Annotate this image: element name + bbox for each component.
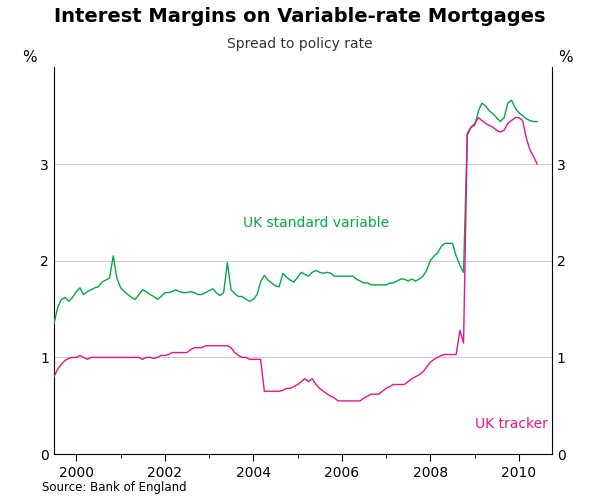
Text: %: % bbox=[558, 50, 572, 65]
Text: UK tracker: UK tracker bbox=[475, 417, 548, 431]
Text: Source: Bank of England: Source: Bank of England bbox=[42, 481, 187, 494]
Text: %: % bbox=[22, 50, 36, 65]
Text: Interest Margins on Variable-rate Mortgages: Interest Margins on Variable-rate Mortga… bbox=[54, 7, 546, 26]
Text: Spread to policy rate: Spread to policy rate bbox=[227, 37, 373, 51]
Text: UK standard variable: UK standard variable bbox=[243, 216, 389, 230]
